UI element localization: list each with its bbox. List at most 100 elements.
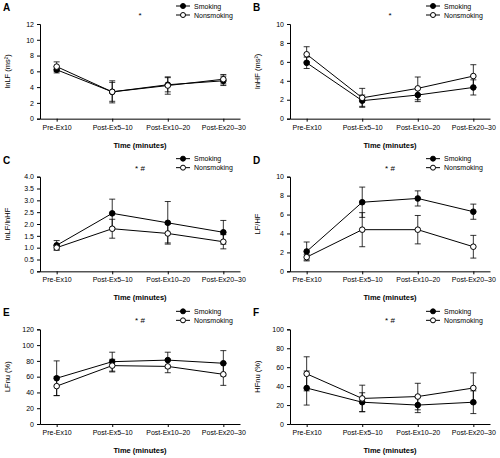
legend-label: Nonsmoking	[444, 317, 483, 325]
x-tick-label: Post-Ex20–30	[202, 124, 246, 131]
error-bar-cap	[304, 241, 310, 242]
x-tick-mark	[473, 271, 474, 274]
y-tick-mark	[37, 71, 40, 72]
legend-marker	[431, 165, 436, 170]
legend-marker	[181, 318, 186, 323]
error-bar-cap	[165, 242, 171, 243]
x-tick-label: Post-Ex10–20	[396, 276, 440, 283]
x-axis: Pre-Ex10Post-Ex5–10Post-Ex10–20Post-Ex20…	[41, 271, 246, 283]
legend-item: Smoking	[426, 3, 471, 11]
series-line	[57, 366, 224, 387]
y-tick-label: 10	[26, 37, 34, 44]
data-point	[471, 209, 477, 215]
data-point	[304, 249, 310, 255]
y-tick-label: 0	[30, 115, 34, 122]
error-bar-cap	[304, 405, 310, 406]
x-tick-mark	[57, 271, 58, 274]
y-tick-label: 12	[26, 21, 34, 28]
y-tick: 6	[280, 59, 290, 66]
x-tick-mark	[362, 424, 363, 427]
y-tick-label: 0	[280, 421, 284, 428]
x-tick: Post-Ex20–30	[452, 119, 496, 131]
y-tick-mark	[287, 233, 290, 234]
x-axis-line	[41, 271, 241, 272]
x-tick-label: Post-Ex5–10	[343, 429, 383, 436]
series	[54, 351, 227, 396]
error-bar-cap	[54, 376, 60, 377]
x-axis-line	[291, 119, 491, 120]
y-tick-label: 4	[280, 230, 284, 237]
y-tick: 6	[30, 68, 40, 75]
x-tick-mark	[307, 271, 308, 274]
error-bar-cap	[415, 383, 421, 384]
annotation: * #	[135, 316, 145, 325]
error-bar-cap	[109, 199, 115, 200]
error-bar	[359, 213, 365, 247]
error-bar-stem	[56, 361, 57, 396]
x-tick-label: Post-Ex10–20	[396, 429, 440, 436]
y-tick: 8	[30, 52, 40, 59]
y-tick: 10	[276, 21, 290, 28]
error-bar	[54, 361, 60, 396]
error-bar-cap	[220, 220, 226, 221]
legend: SmokingNonsmoking	[426, 308, 483, 325]
x-tick-mark	[362, 271, 363, 274]
y-axis-title: LF/HF	[253, 213, 262, 234]
y-tick-mark	[287, 81, 290, 82]
legend: SmokingNonsmoking	[426, 155, 483, 172]
data-point	[221, 239, 227, 245]
y-tick-mark	[287, 43, 290, 44]
x-tick-label: Post-Ex10–20	[146, 276, 190, 283]
series-line	[307, 374, 474, 399]
y-tick-label: 100	[22, 342, 34, 349]
y-tick-label: 60	[276, 364, 284, 371]
y-tick: 120	[22, 326, 40, 333]
y-tick-mark	[37, 329, 40, 330]
series-line	[307, 54, 474, 98]
error-bar-cap	[220, 363, 226, 364]
error-bar	[220, 74, 226, 83]
y-tick: 4	[280, 78, 290, 85]
plot-marks	[304, 47, 477, 108]
error-bar-cap	[415, 190, 421, 191]
y-tick-mark	[287, 424, 290, 425]
x-tick-mark	[307, 424, 308, 427]
y-tick-mark	[287, 252, 290, 253]
y-tick: 8	[280, 192, 290, 199]
annotation: * #	[135, 164, 145, 173]
error-bar-cap	[165, 201, 171, 202]
y-tick: 8	[280, 40, 290, 47]
y-tick: 80	[26, 358, 40, 365]
x-tick-label: Post-Ex20–30	[202, 429, 246, 436]
y-tick-mark	[287, 329, 290, 330]
error-bar	[109, 81, 115, 103]
error-bar-cap	[220, 234, 226, 235]
error-bar-cap	[54, 240, 60, 241]
panel-title: A	[3, 2, 10, 13]
x-tick: Post-Ex20–30	[202, 271, 246, 283]
data-point	[109, 211, 115, 217]
x-axis-title: Time (minutes)	[363, 141, 417, 150]
annotation: * #	[385, 316, 395, 325]
y-tick-label: 2	[280, 249, 284, 256]
y-axis: 024681012	[26, 21, 40, 123]
y-tick-mark	[37, 212, 40, 213]
y-tick-mark	[287, 196, 290, 197]
error-bar	[470, 373, 476, 403]
error-bar-cap	[415, 215, 421, 216]
x-axis-title: Time (minutes)	[363, 446, 417, 455]
y-tick-label: 0	[30, 268, 34, 275]
y-tick-mark	[37, 103, 40, 104]
y-axis: 0246810	[276, 173, 290, 275]
x-tick-label: Pre-Ex10	[293, 276, 322, 283]
error-bar-cap	[304, 356, 310, 357]
error-bar	[220, 76, 226, 85]
y-tick: 0	[280, 421, 290, 428]
y-tick: 20	[26, 405, 40, 412]
panel: 00.51.01.52.02.53.03.54.0Pre-Ex10Post-Ex…	[3, 155, 246, 303]
plot-marks	[304, 357, 477, 414]
panel-title: B	[253, 2, 260, 13]
y-tick-mark	[287, 386, 290, 387]
error-bar-cap	[359, 212, 365, 213]
y-tick-mark	[37, 408, 40, 409]
